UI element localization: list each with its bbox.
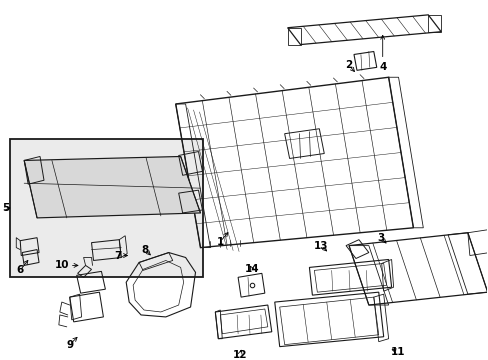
Text: 10: 10 (55, 260, 70, 270)
Text: 13: 13 (313, 240, 328, 251)
Text: 14: 14 (244, 264, 259, 274)
Text: 4: 4 (378, 62, 386, 72)
Text: 1: 1 (216, 237, 224, 247)
Polygon shape (24, 157, 200, 218)
Text: 12: 12 (232, 350, 247, 360)
Text: 8: 8 (141, 244, 148, 255)
Text: 11: 11 (390, 347, 405, 357)
Text: 2: 2 (345, 60, 352, 70)
Bar (10, 139, 203, 277)
Text: 7: 7 (114, 251, 121, 261)
Text: 5: 5 (2, 203, 9, 213)
Text: 3: 3 (376, 233, 384, 243)
Text: 9: 9 (66, 339, 73, 350)
Text: 6: 6 (17, 265, 24, 275)
